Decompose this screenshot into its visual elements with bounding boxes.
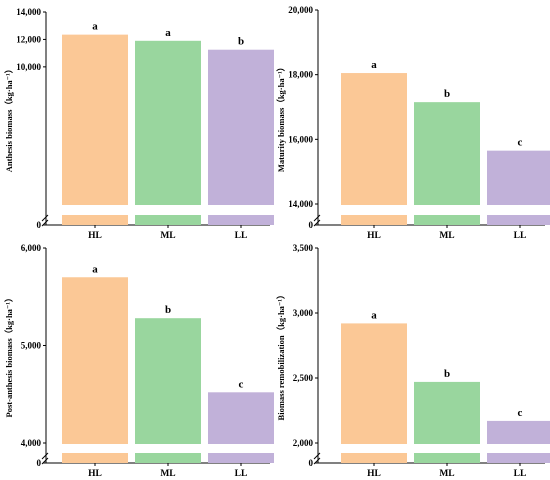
bar-stub-ml bbox=[135, 453, 201, 463]
significance-label: b bbox=[444, 368, 450, 380]
bar-stub-hl bbox=[62, 215, 128, 225]
x-tick-label: HL bbox=[88, 231, 102, 241]
bar-ll bbox=[487, 150, 550, 205]
x-tick-label: ML bbox=[439, 231, 454, 241]
significance-label: a bbox=[92, 263, 98, 275]
y-tick-label: 5,000 bbox=[21, 341, 42, 351]
significance-label: a bbox=[371, 309, 377, 321]
bar-ml bbox=[135, 318, 201, 444]
axis-break-mark bbox=[313, 452, 321, 460]
y-tick-label: 20,000 bbox=[288, 5, 313, 15]
bar-ml bbox=[135, 40, 201, 205]
axis-break-mark bbox=[41, 214, 49, 222]
y-tick-label: 16,000 bbox=[288, 134, 313, 144]
y-tick-label: 3,000 bbox=[293, 308, 314, 318]
y-axis-label: Post-anthesis biomass（kg·ha⁻¹） bbox=[4, 294, 14, 418]
y-axis-label: Maturity biomass（kg·ha⁻¹） bbox=[276, 63, 286, 172]
y-tick-label: 14,000 bbox=[288, 199, 313, 209]
y-axis-label: Anthesis biomass（kg·ha⁻¹） bbox=[4, 65, 14, 172]
chart-panel-anthesis: 0 10,000 12,000 14,000 Anthesis biomass（kg·h… bbox=[4, 7, 274, 241]
bar-ll bbox=[208, 392, 274, 444]
x-tick-label: LL bbox=[235, 469, 248, 479]
y-tick-label: 2,000 bbox=[293, 438, 314, 448]
y-tick-label: 3,500 bbox=[293, 243, 314, 253]
y-tick-label: 14,000 bbox=[16, 7, 41, 17]
y-tick-label: 18,000 bbox=[288, 70, 313, 80]
significance-label: a bbox=[92, 21, 98, 33]
chart-panel-post-anthesis: 0 4,000 5,000 6,000 Post-anthesis biomass（kg… bbox=[4, 243, 274, 479]
y-tick-label: 4,000 bbox=[21, 438, 42, 448]
bar-stub-hl bbox=[341, 215, 407, 225]
x-tick-label: ML bbox=[439, 469, 454, 479]
axis-break-mark bbox=[313, 214, 321, 222]
bar-stub-ml bbox=[414, 215, 480, 225]
x-tick-label: HL bbox=[367, 469, 381, 479]
x-tick-label: LL bbox=[514, 469, 527, 479]
y-tick-label: 0 bbox=[37, 220, 42, 230]
y-tick-label: 6,000 bbox=[21, 243, 42, 253]
significance-label: b bbox=[444, 88, 450, 100]
bar-ll bbox=[487, 420, 550, 444]
bar-stub-ll bbox=[487, 215, 550, 225]
significance-label: c bbox=[518, 137, 523, 149]
y-tick-label: 12,000 bbox=[16, 34, 41, 44]
bar-hl bbox=[341, 73, 407, 205]
x-tick-label: HL bbox=[88, 469, 102, 479]
significance-label: b bbox=[165, 304, 171, 316]
x-tick-label: LL bbox=[514, 231, 527, 241]
significance-label: b bbox=[238, 36, 244, 48]
chart-panel-maturity: 0 14,000 16,000 18,000 20,000 Maturity biomas… bbox=[276, 5, 550, 241]
bar-stub-ll bbox=[208, 453, 274, 463]
bar-ml bbox=[414, 381, 480, 444]
axis-break-mark bbox=[41, 452, 49, 460]
significance-label: c bbox=[518, 407, 523, 419]
bar-stub-ml bbox=[414, 453, 480, 463]
bar-stub-ll bbox=[487, 453, 550, 463]
x-tick-label: HL bbox=[367, 231, 381, 241]
y-tick-label: 0 bbox=[37, 458, 42, 468]
bar-stub-ml bbox=[135, 215, 201, 225]
bar-stub-hl bbox=[341, 453, 407, 463]
x-tick-label: LL bbox=[235, 231, 248, 241]
bar-hl bbox=[62, 34, 128, 205]
bar-ll bbox=[208, 49, 274, 205]
chart-panel-remobilization: 0 2,000 2,500 3,000 3,500 Biomass remobilizat… bbox=[276, 243, 550, 479]
bar-hl bbox=[62, 277, 128, 444]
significance-label: a bbox=[165, 27, 171, 39]
bar-hl bbox=[341, 323, 407, 444]
significance-label: a bbox=[371, 59, 377, 71]
y-axis-label: Biomass remobilization（kg·ha⁻¹） bbox=[276, 291, 286, 421]
y-tick-label: 2,500 bbox=[293, 373, 314, 383]
bar-stub-ll bbox=[208, 215, 274, 225]
x-tick-label: ML bbox=[160, 469, 175, 479]
y-tick-label: 0 bbox=[309, 458, 314, 468]
x-tick-label: ML bbox=[160, 231, 175, 241]
y-tick-label: 10,000 bbox=[16, 62, 41, 72]
y-tick-label: 0 bbox=[309, 220, 314, 230]
bar-ml bbox=[414, 102, 480, 205]
bar-stub-hl bbox=[62, 453, 128, 463]
significance-label: c bbox=[239, 378, 244, 390]
